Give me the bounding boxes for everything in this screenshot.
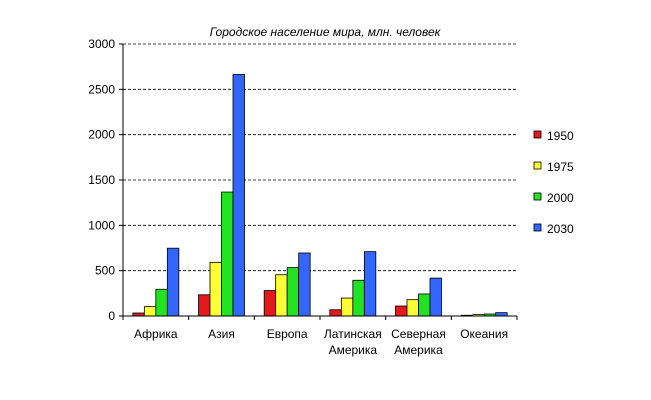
bar-1975	[209, 261, 222, 317]
bar-1950	[263, 290, 277, 317]
y-tick-label: 3000	[88, 37, 115, 51]
y-tick-label: 500	[95, 264, 115, 278]
x-tick-label: Латинская	[324, 327, 382, 341]
bars	[132, 74, 508, 317]
bar-1975	[275, 274, 288, 317]
bar-2000	[221, 191, 234, 317]
legend-label-1950: 1950	[547, 129, 574, 143]
legend-swatch-2030	[533, 223, 542, 232]
legend-swatch-1975	[533, 161, 542, 170]
bar-2030	[166, 247, 180, 317]
x-tick-label: Америка	[394, 343, 443, 357]
bar-1975	[406, 299, 419, 317]
bar-1975	[340, 297, 354, 317]
y-tick-label: 2000	[88, 128, 115, 142]
legend-label-2000: 2000	[547, 191, 574, 205]
bar-2030	[363, 251, 377, 317]
y-tick-label: 2500	[88, 82, 115, 96]
gridlines	[123, 43, 517, 272]
bar-2030	[429, 277, 442, 317]
x-tick-label: Африка	[134, 327, 178, 341]
bar-1950	[395, 305, 408, 317]
legend-swatch-1950	[533, 130, 542, 139]
bar-2030	[495, 312, 508, 317]
legend-swatch-2000	[533, 192, 542, 201]
y-tick-labels: 0 500 1000 1500 2000 2500 3000	[88, 37, 115, 323]
x-tick-label: Европа	[267, 327, 308, 341]
bar-2030	[298, 252, 311, 317]
x-tick-label: Америка	[329, 343, 378, 357]
bar-1975	[143, 306, 157, 317]
bar-2000	[286, 267, 300, 317]
axes	[119, 43, 518, 320]
bar-2030	[232, 74, 245, 317]
bar-2000	[155, 288, 168, 317]
bar-1950	[329, 309, 342, 317]
legend-label-1975: 1975	[547, 160, 574, 174]
bar-2000	[352, 279, 365, 317]
x-tick-label: Азия	[208, 327, 235, 341]
legend: 1950 1975 2000 2030	[533, 129, 574, 236]
chart-title: Городское население мира, млн. человек	[210, 25, 442, 39]
x-tick-label: Северная	[391, 327, 446, 341]
x-tick-labels: Африка Азия Европа Латинская Америка Северная…	[134, 327, 508, 357]
bar-2000	[418, 293, 431, 317]
y-tick-label: 1000	[88, 218, 115, 232]
bar-1950	[198, 294, 211, 317]
x-tick-label: Океания	[460, 327, 508, 341]
legend-label-2030: 2030	[547, 222, 574, 236]
y-tick-label: 0	[108, 309, 115, 323]
y-tick-label: 1500	[88, 173, 115, 187]
